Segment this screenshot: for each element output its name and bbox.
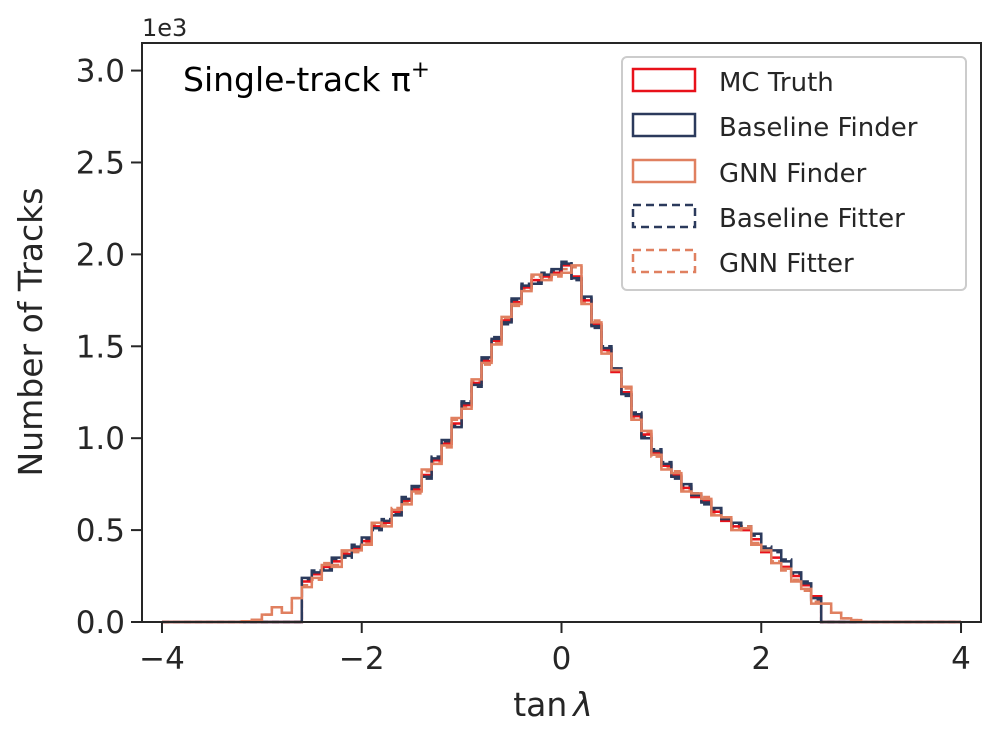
legend-label-baseline-finder: Baseline Finder <box>719 113 918 143</box>
legend-swatch-mc-truth <box>631 67 697 93</box>
y-tick-label: 0.0 <box>76 605 125 641</box>
legend-swatch-gnn-fitter <box>631 248 697 274</box>
y-tick-label: 3.0 <box>76 54 125 90</box>
legend-label-mc-truth: MC Truth <box>719 68 834 98</box>
ticks-layer: −4 −2 0 2 4 0.0 0.5 1.0 1.5 2.0 2.5 3.0 <box>76 54 971 677</box>
chart-annotation: Single-track π+ <box>183 57 430 99</box>
y-tick-label: 2.0 <box>76 237 125 273</box>
x-tick-label: 2 <box>751 641 771 677</box>
legend-label-baseline-fitter: Baseline Fitter <box>719 204 905 234</box>
y-axis-label: Number of Tracks <box>11 188 50 477</box>
y-tick-label: 1.5 <box>76 329 125 365</box>
legend-swatch-baseline-fitter <box>631 203 697 229</box>
x-tick-label: 0 <box>552 641 572 677</box>
x-axis-label: tan λ <box>513 685 593 724</box>
x-tick-label: −4 <box>139 641 185 677</box>
legend: MC Truth Baseline Finder GNN Finder Base… <box>621 56 967 291</box>
y-tick-label: 1.0 <box>76 421 125 457</box>
series-layer <box>161 260 962 624</box>
legend-swatch-baseline-finder <box>631 112 697 138</box>
series-gnn-finder <box>161 264 962 624</box>
legend-swatch-gnn-finder <box>631 158 697 184</box>
legend-label-gnn-fitter: GNN Fitter <box>719 249 854 279</box>
y-offset-label: 1e3 <box>142 14 187 42</box>
x-tick-label: 4 <box>951 641 971 677</box>
legend-label-gnn-finder: GNN Finder <box>719 159 867 189</box>
y-tick-label: 2.5 <box>76 145 125 181</box>
legend-frame <box>621 56 967 291</box>
y-tick-label: 0.5 <box>76 513 125 549</box>
x-tick-label: −2 <box>339 641 385 677</box>
